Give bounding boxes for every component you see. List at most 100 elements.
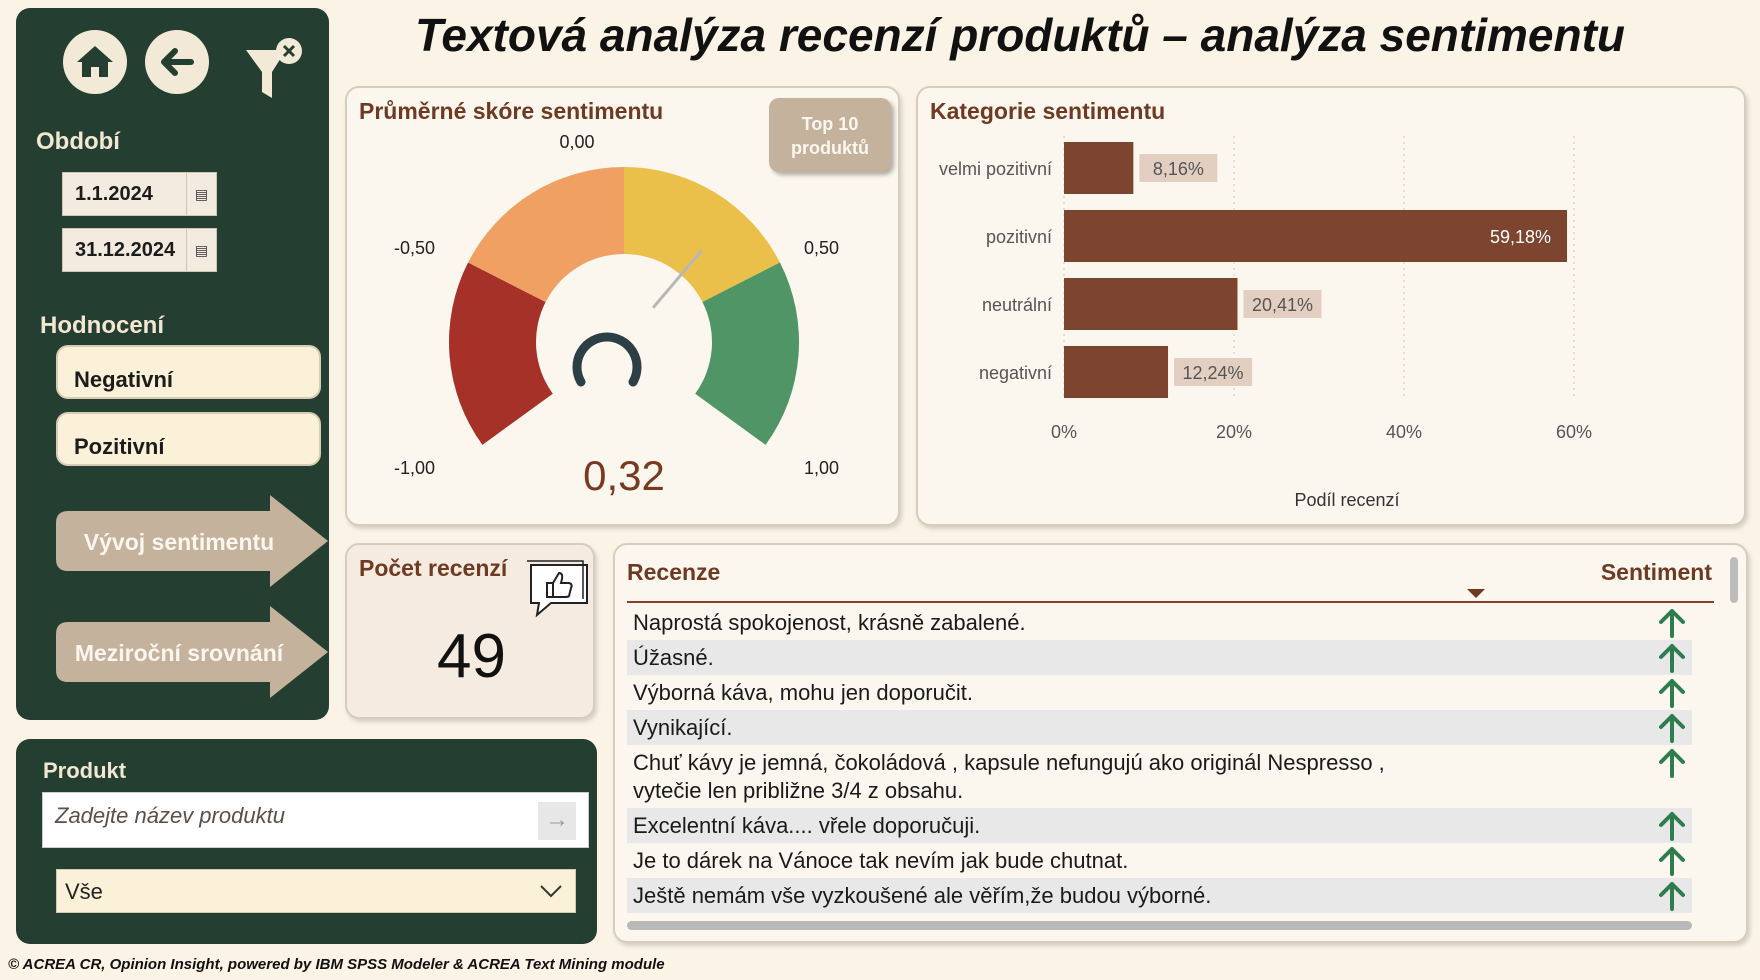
table-row[interactable]: Vynikající. bbox=[627, 710, 1692, 745]
x-tick-label: 40% bbox=[1386, 422, 1422, 442]
product-search-input[interactable]: Zadejte název produktu → bbox=[42, 792, 589, 848]
gauge-tick-low: -0,50 bbox=[394, 238, 435, 258]
sentiment-gauge: 0,00 -0,50 0,50 -1,00 1,00 0,32 bbox=[394, 132, 839, 499]
vertical-scrollbar[interactable] bbox=[1730, 557, 1738, 603]
review-count-card: Počet recenzí 49 bbox=[345, 543, 595, 719]
date-to-input[interactable]: 31.12.2024 ▤ bbox=[62, 228, 217, 272]
back-icon[interactable] bbox=[145, 30, 209, 94]
gauge-tick-high: 0,50 bbox=[804, 238, 839, 258]
reviews-table-card: Recenze Sentiment Naprostá spokojenost, … bbox=[613, 543, 1748, 943]
review-text: Excelentní káva.... vřele doporučuji. bbox=[633, 813, 981, 838]
calendar-icon[interactable]: ▤ bbox=[186, 229, 216, 271]
date-from-input[interactable]: 1.1.2024 ▤ bbox=[62, 172, 217, 216]
rating-negative-button[interactable]: Negativní bbox=[56, 345, 321, 399]
arrow-up-icon bbox=[1659, 882, 1685, 911]
arrow-up-icon bbox=[1659, 847, 1685, 876]
arrow-up-icon bbox=[1659, 749, 1685, 778]
year-comparison-button[interactable]: Meziroční srovnání bbox=[56, 606, 328, 702]
x-tick-label: 60% bbox=[1556, 422, 1592, 442]
gauge-value: 0,32 bbox=[583, 452, 665, 499]
top10-line2: produktů bbox=[791, 138, 869, 158]
product-select[interactable]: Vše bbox=[56, 869, 576, 913]
table-row[interactable]: Výborná káva, mohu jen doporučit. bbox=[627, 675, 1692, 710]
footer-credit: © ACREA CR, Opinion Insight, powered by … bbox=[8, 956, 665, 973]
table-row[interactable]: Naprostá spokojenost, krásně zabalené. bbox=[627, 605, 1692, 640]
date-to-value: 31.12.2024 bbox=[75, 239, 176, 261]
review-text: Je to dárek na Vánoce tak nevím jak bude… bbox=[633, 848, 1129, 873]
data-label: 20,41% bbox=[1252, 295, 1313, 315]
thumbs-up-chat-icon bbox=[527, 560, 588, 618]
data-label-bg bbox=[1243, 290, 1322, 318]
clear-filter-icon[interactable] bbox=[244, 36, 310, 106]
product-select-value: Vše bbox=[65, 879, 103, 904]
product-search-placeholder: Zadejte název produktu bbox=[55, 803, 285, 828]
bar[interactable] bbox=[1064, 278, 1238, 330]
bar[interactable] bbox=[1064, 142, 1134, 194]
sidebar: Období 1.1.2024 ▤ 31.12.2024 ▤ Hodnocení… bbox=[16, 8, 329, 720]
gauge-hub bbox=[572, 332, 642, 387]
bar[interactable] bbox=[1064, 210, 1568, 262]
product-panel: Produkt Zadejte název produktu → Vše bbox=[16, 739, 597, 944]
bar[interactable] bbox=[1064, 346, 1169, 398]
review-text: Vynikající. bbox=[633, 715, 733, 740]
review-count-value: 49 bbox=[437, 622, 506, 691]
review-text: Ještě nemám vše vyzkoušené ale věřím,že … bbox=[633, 883, 1212, 908]
gauge-band-very-negative bbox=[449, 262, 553, 445]
gauge-band-very-positive bbox=[695, 262, 799, 445]
x-tick-label: 20% bbox=[1216, 422, 1252, 442]
top10-button[interactable]: Top 10 produktů bbox=[769, 98, 891, 172]
gauge-tick-min: -1,00 bbox=[394, 458, 435, 478]
table-row[interactable]: Ještě nemám vše vyzkoušené ale věřím,že … bbox=[627, 878, 1692, 913]
x-tick-label: 0% bbox=[1051, 422, 1077, 442]
column-header-review[interactable]: Recenze bbox=[627, 559, 721, 585]
gauge-card: Průměrné skóre sentimentu Top 10 produkt… bbox=[345, 86, 900, 526]
rating-label: Hodnocení bbox=[40, 312, 164, 339]
home-icon[interactable] bbox=[63, 30, 127, 94]
arrow-up-icon bbox=[1659, 679, 1685, 708]
rating-positive-button[interactable]: Pozitivní bbox=[56, 412, 321, 466]
gauge-needle bbox=[651, 249, 703, 309]
chevron-down-icon[interactable] bbox=[539, 876, 563, 904]
arrow-right-icon[interactable]: → bbox=[538, 802, 576, 840]
category-label: negativní bbox=[979, 363, 1052, 383]
count-title: Počet recenzí bbox=[359, 555, 508, 581]
review-text: Úžasné. bbox=[633, 645, 714, 670]
calendar-icon[interactable]: ▤ bbox=[186, 173, 216, 215]
sentiment-category-card: Kategorie sentimentu 0% 20% 40% 60% velmi p… bbox=[916, 86, 1746, 526]
product-label: Produkt bbox=[43, 758, 127, 783]
sentiment-bar-chart: 0% 20% 40% 60% velmi pozitivní 8,16% pozitivn… bbox=[939, 136, 1592, 510]
table-row[interactable]: Je to dárek na Vánoce tak nevím jak bude… bbox=[627, 843, 1692, 878]
horizontal-scrollbar[interactable] bbox=[627, 921, 1692, 930]
data-label-bg bbox=[1174, 358, 1253, 386]
page-title: Textová analýza recenzí produktů – analý… bbox=[414, 9, 1625, 61]
data-label: 12,24% bbox=[1183, 363, 1244, 383]
review-text: Chuť kávy je jemná, čokoládová , kapsule… bbox=[633, 750, 1385, 803]
review-text: Naprostá spokojenost, krásně zabalené. bbox=[633, 610, 1026, 635]
sort-descending-icon[interactable] bbox=[1467, 589, 1485, 598]
column-header-sentiment[interactable]: Sentiment bbox=[1600, 559, 1712, 585]
category-label: neutrální bbox=[982, 295, 1052, 315]
period-label: Období bbox=[36, 128, 120, 155]
data-label: 8,16% bbox=[1153, 159, 1204, 179]
table-row[interactable]: Chuť kávy je jemná, čokoládová , kapsule… bbox=[627, 745, 1692, 808]
gauge-band-positive bbox=[624, 167, 780, 303]
review-text: Výborná káva, mohu jen doporučit. bbox=[633, 680, 973, 705]
bar-chart-title: Kategorie sentimentu bbox=[930, 98, 1166, 124]
sentiment-trend-button[interactable]: Vývoj sentimentu bbox=[56, 495, 328, 591]
table-row[interactable]: Úžasné. bbox=[627, 640, 1692, 675]
top10-line1: Top 10 bbox=[801, 114, 859, 134]
date-from-value: 1.1.2024 bbox=[75, 183, 153, 205]
sentiment-trend-label: Vývoj sentimentu bbox=[83, 529, 275, 555]
table-row[interactable]: Excelentní káva.... vřele doporučuji. bbox=[627, 808, 1692, 843]
data-label-bg bbox=[1139, 154, 1218, 182]
category-label: pozitivní bbox=[986, 227, 1052, 247]
x-axis-label: Podíl recenzí bbox=[1294, 490, 1399, 510]
gauge-tick-mid: 0,00 bbox=[559, 132, 594, 152]
table-header: Recenze Sentiment bbox=[627, 559, 1714, 603]
arrow-up-icon bbox=[1659, 812, 1685, 841]
arrow-up-icon bbox=[1659, 609, 1685, 638]
arrow-up-icon bbox=[1659, 644, 1685, 673]
data-label: 59,18% bbox=[1490, 227, 1551, 247]
gauge-tick-max: 1,00 bbox=[804, 458, 839, 478]
gauge-title: Průměrné skóre sentimentu bbox=[359, 98, 664, 124]
